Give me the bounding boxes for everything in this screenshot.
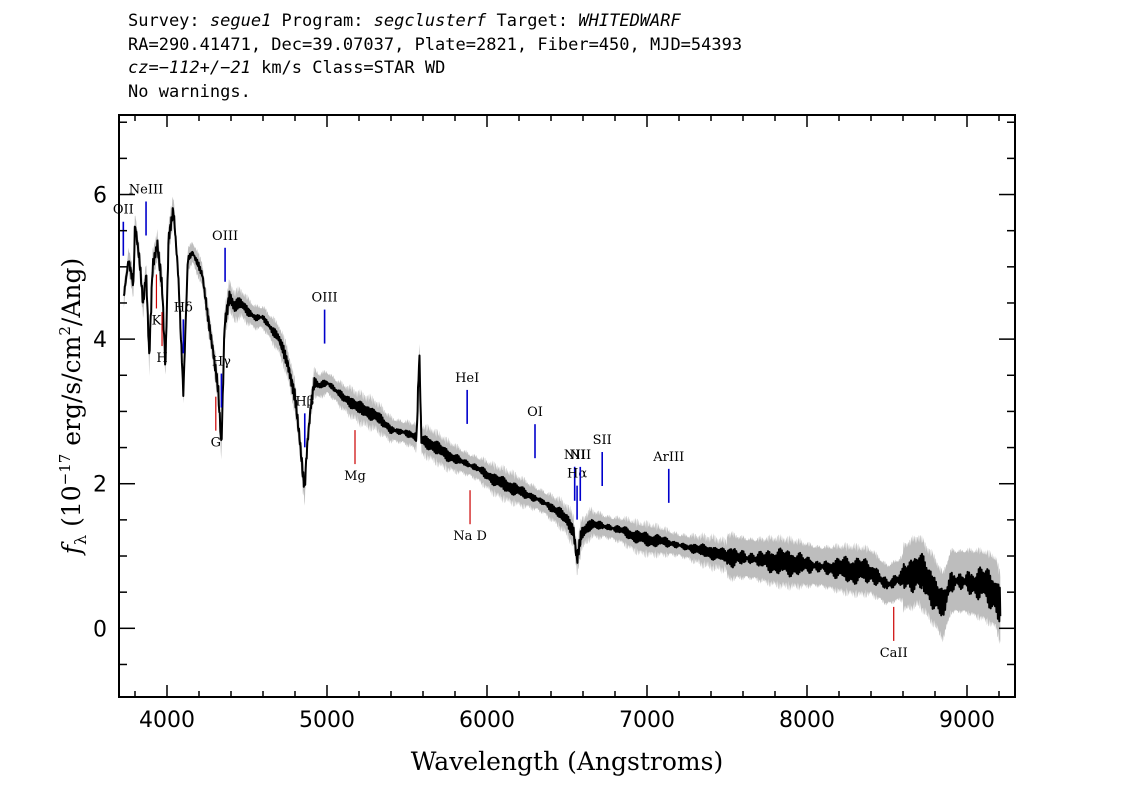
y-axis-lambda: λ [71,535,90,545]
y-axis-f: f [57,541,86,556]
spectral-lines-layer: OIINeIIIHδHγOIIIHβOIIIHeIOINIIHαNIISIIAr… [113,183,908,661]
header-cz-row: cz=−112+/−21 km/s Class=STAR WD [128,57,742,81]
line-label-9: NII [564,448,586,463]
line-label-18: Na D [453,529,487,544]
x-tick-label-8000: 8000 [779,708,835,733]
y-tick-label-6: 6 [93,184,107,209]
target-label: Target: [486,11,579,31]
line-label-6: OIII [312,291,338,306]
line-label-2: Hδ [174,300,193,315]
line-label-4: OIII [212,229,238,244]
header-survey-row: Survey: segue1 Program: segclusterf Targ… [128,10,742,34]
y-tick-label-4: 4 [93,328,107,353]
ticks-layer: 4000 5000 6000 7000 8000 9000 0 2 4 6 [93,115,1015,733]
survey-label: Survey: [128,11,210,31]
line-label-0: OII [113,203,134,218]
x-tick-label-4000: 4000 [139,708,195,733]
line-label-15: H [156,351,167,366]
line-label-10: Hα [567,467,587,482]
spectrum-header: Survey: segue1 Program: segclusterf Targ… [128,10,742,104]
y-tick-label-2: 2 [93,473,107,498]
spectrum-layer [122,207,1002,623]
x-axis-title: Wavelength (Angstroms) [411,747,723,776]
error-band [123,196,1001,645]
x-tick-label-5000: 5000 [299,708,355,733]
line-label-3: Hγ [212,355,231,370]
y-axis-unit-b: erg/s/cm [57,335,86,453]
line-label-12: SII [593,433,612,448]
header-warnings-row: No warnings. [128,81,251,102]
line-label-5: Hβ [295,394,314,409]
survey-value: segue1 [209,11,272,31]
target-value: WHITEDWARF [578,11,681,31]
x-tick-label-9000: 9000 [939,708,995,733]
line-label-17: Mg [344,469,366,484]
y-axis-title: fλ (10−17 erg/s/cm2/Ang) [56,258,90,557]
program-label: Program: [271,11,374,31]
x-tick-label-6000: 6000 [459,708,515,733]
y-axis-unit-c: /Ang) [57,258,86,326]
class-text: km/s Class=STAR WD [250,58,446,78]
line-label-14: K [152,313,162,328]
y-axis-exponent: −17 [56,454,74,486]
line-label-7: HeI [455,371,479,386]
plot-frame [118,114,1016,698]
y-axis-unit-a: (10 [57,485,86,535]
header-coords-row: RA=290.41471, Dec=39.07037, Plate=2821, … [128,34,743,55]
x-tick-label-7000: 7000 [619,708,675,733]
line-label-19: CaII [880,646,908,661]
cz-value: −112+/−21 [158,58,251,78]
y-axis-square: 2 [56,326,74,336]
line-label-16: G [211,436,221,451]
error-band-layer [123,196,1001,645]
spectrum-flux-line [122,207,1002,623]
cz-label: cz= [128,58,159,78]
line-label-13: ArIII [652,450,684,465]
program-value: segclusterf [373,11,487,31]
line-label-8: OI [527,405,543,420]
line-label-1: NeIII [129,183,163,198]
y-tick-label-0: 0 [93,617,107,642]
line-label-11: NII [569,448,591,463]
